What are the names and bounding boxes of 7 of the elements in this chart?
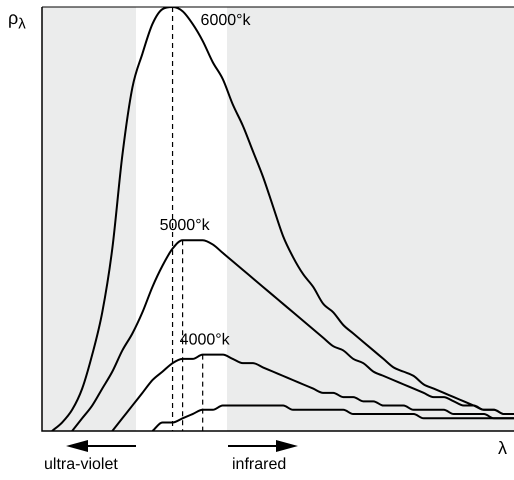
text: infrared — [232, 456, 286, 474]
series-label: 6000°k — [200, 12, 252, 29]
y-axis-title: ρ$_{λ}$ — [8, 8, 26, 33]
text: ultra-violet — [44, 456, 118, 474]
x-axis-title: λ — [498, 438, 507, 459]
series-label: 5000°k — [160, 217, 211, 234]
series-label: 4000°k — [180, 332, 231, 349]
